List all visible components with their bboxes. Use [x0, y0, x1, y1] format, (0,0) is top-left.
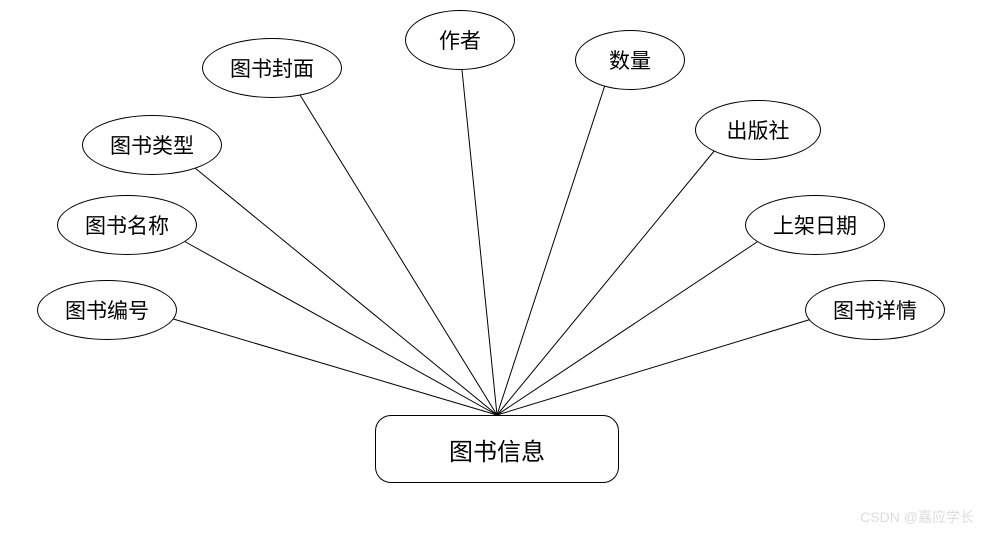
- node-label-book_cover: 图书封面: [230, 53, 314, 83]
- edge-quantity: [497, 85, 605, 415]
- edge-book_name: [182, 240, 497, 415]
- node-label-author: 作者: [439, 25, 481, 55]
- node-label-publisher: 出版社: [727, 115, 790, 145]
- node-label-book_name: 图书名称: [85, 210, 169, 240]
- node-author: 作者: [405, 10, 515, 70]
- root-label: 图书信息: [449, 432, 545, 467]
- node-book_id: 图书编号: [37, 280, 177, 340]
- edge-publisher: [497, 150, 715, 415]
- node-label-book_id: 图书编号: [65, 295, 149, 325]
- node-label-quantity: 数量: [609, 45, 651, 75]
- node-label-shelf_date: 上架日期: [773, 210, 857, 240]
- node-shelf_date: 上架日期: [745, 195, 885, 255]
- edge-author: [462, 70, 497, 415]
- node-book_detail: 图书详情: [805, 280, 945, 340]
- node-label-book_type: 图书类型: [110, 130, 194, 160]
- node-label-book_detail: 图书详情: [833, 295, 917, 325]
- edge-book_type: [195, 168, 497, 415]
- edge-book_detail: [497, 318, 815, 415]
- node-book_name: 图书名称: [57, 195, 197, 255]
- node-book_cover: 图书封面: [202, 38, 342, 98]
- diagram-container: 图书信息 CSDN @嘉应学长 图书编号 图书名称 图书类型 图书封面 作者数量出版社上…: [0, 0, 994, 533]
- edge-book_id: [170, 318, 497, 415]
- watermark: CSDN @嘉应学长: [860, 507, 974, 527]
- edge-book_cover: [300, 95, 497, 415]
- root-node: 图书信息: [375, 415, 619, 483]
- edge-shelf_date: [497, 240, 760, 415]
- node-publisher: 出版社: [695, 100, 821, 160]
- node-quantity: 数量: [575, 30, 685, 90]
- node-book_type: 图书类型: [82, 115, 222, 175]
